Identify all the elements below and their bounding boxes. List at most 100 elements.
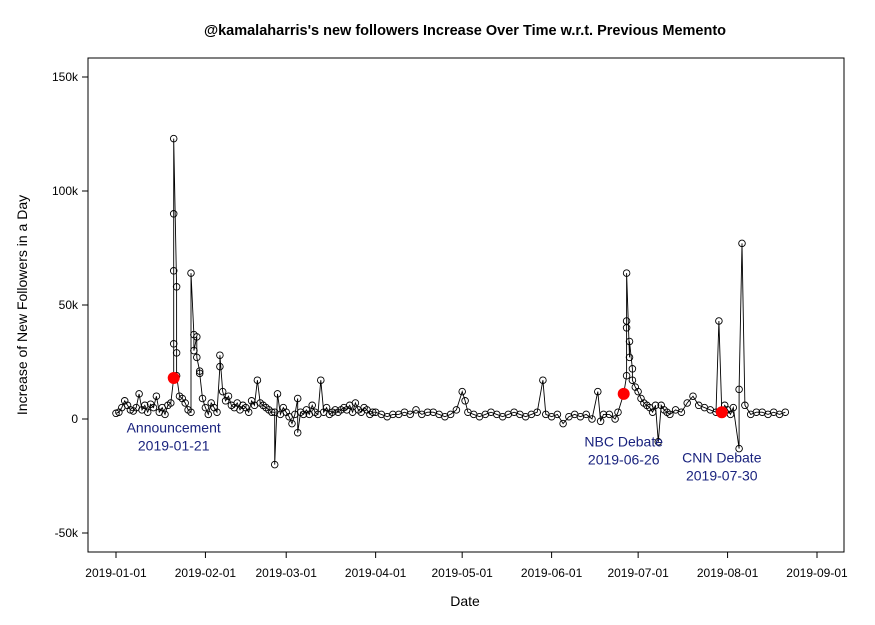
data-point: [611, 415, 619, 423]
x-tick-label: 2019-03-01: [256, 566, 318, 580]
data-point: [293, 394, 302, 403]
data-point: [193, 353, 201, 362]
data-point: [368, 408, 377, 416]
data-point: [588, 415, 596, 423]
data-point: [141, 401, 149, 410]
data-point: [351, 399, 360, 407]
event-annotation-line: NBC Debate: [584, 433, 663, 449]
data-point: [181, 399, 189, 407]
data-point: [169, 134, 178, 143]
x-tick-label: 2019-05-01: [431, 566, 493, 580]
data-point: [533, 408, 541, 416]
data-point: [308, 401, 316, 410]
event-annotation-line: 2019-06-26: [588, 451, 660, 467]
data-point: [187, 269, 195, 277]
data-point: [729, 403, 738, 412]
data-point: [317, 376, 325, 384]
data-point: [423, 408, 432, 416]
y-axis-label: Increase of New Followers in a Day: [14, 195, 30, 415]
event-annotation-line: 2019-01-21: [138, 438, 210, 454]
series-line: [115, 138, 786, 465]
data-point: [741, 401, 749, 410]
event-annotation-line: CNN Debate: [682, 449, 762, 465]
data-point: [195, 369, 204, 378]
chart-title: @kamalaharris's new followers Increase O…: [204, 23, 726, 39]
x-tick-label: 2019-02-01: [175, 566, 237, 580]
data-point: [735, 385, 743, 394]
data-point: [622, 269, 631, 277]
event-annotation: NBC Debate 2019-06-26: [584, 433, 663, 467]
data-point: [622, 317, 631, 325]
data-point: [172, 349, 181, 357]
data-point: [553, 410, 562, 419]
y-tick-label: 100k: [52, 184, 79, 198]
data-point: [322, 403, 331, 412]
data-point: [195, 367, 204, 375]
x-tick-label: 2019-01-01: [85, 566, 147, 580]
data-point: [152, 392, 161, 400]
data-point: [594, 387, 602, 396]
axis-layer: 2019-01-01 2019-02-01 2019-03-01 2019-04-01…: [52, 70, 848, 580]
event-point: [167, 372, 180, 384]
data-point: [596, 417, 605, 426]
data-point: [187, 408, 195, 416]
event-point: [715, 406, 728, 419]
data-point: [781, 408, 790, 416]
data-point: [738, 239, 746, 248]
y-tick-label: 0: [71, 412, 78, 426]
data-point: [599, 410, 608, 419]
data-point: [244, 408, 253, 416]
data-point: [715, 317, 723, 325]
x-tick-label: 2019-09-01: [786, 566, 848, 580]
data-point: [628, 376, 637, 384]
data-point: [406, 410, 414, 419]
data-point: [270, 460, 279, 469]
data-point: [458, 387, 466, 396]
data-point: [648, 408, 657, 416]
data-point: [143, 408, 152, 416]
x-tick-label: 2019-04-01: [345, 566, 407, 580]
data-point: [628, 365, 637, 373]
data-point: [752, 408, 761, 416]
data-point: [169, 340, 178, 348]
data-point: [169, 210, 178, 218]
data-point: [288, 419, 296, 428]
data-point: [446, 410, 455, 419]
data-point: [213, 408, 221, 416]
data-point: [216, 351, 224, 359]
data-point: [201, 403, 210, 412]
data-point: [268, 408, 276, 416]
x-axis-label: Date: [450, 593, 480, 609]
data-point: [216, 362, 224, 371]
data-point: [204, 410, 213, 419]
data-point: [389, 410, 397, 419]
data-point: [651, 401, 660, 410]
event-annotation: CNN Debate 2019-07-30: [682, 449, 762, 483]
data-point: [167, 399, 175, 407]
y-tick-label: 150k: [52, 70, 79, 84]
data-point: [224, 392, 233, 400]
highlight-layer: [167, 372, 728, 419]
data-point: [625, 337, 634, 346]
x-tick-label: 2019-08-01: [697, 566, 759, 580]
y-tick-label: -50k: [55, 526, 79, 540]
data-point: [625, 353, 634, 362]
data-point: [559, 419, 567, 428]
data-point: [412, 406, 420, 414]
data-point: [735, 444, 743, 453]
event-annotation-line: Announcement: [127, 420, 221, 436]
data-point: [634, 387, 642, 396]
data-point: [190, 346, 198, 355]
data-point: [135, 390, 143, 398]
data-point: [172, 283, 181, 291]
data-point: [149, 403, 158, 412]
data-point: [666, 410, 674, 419]
event-annotation: Announcement 2019-01-21: [127, 420, 221, 454]
data-point: [539, 376, 547, 384]
x-tick-label: 2019-07-01: [607, 566, 669, 580]
data-point: [614, 408, 622, 416]
data-point: [461, 397, 469, 405]
data-point: [169, 267, 178, 275]
data-point: [293, 428, 302, 437]
